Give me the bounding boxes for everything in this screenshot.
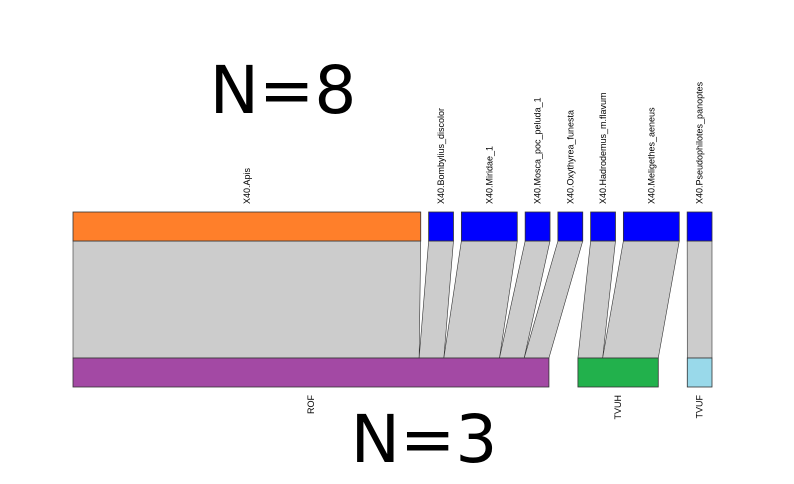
top-node-x40-pseudophilotes-panoptes	[686, 211, 713, 242]
top-node-x40-apis	[72, 211, 422, 242]
top-node-label: X40.Apis	[242, 167, 252, 204]
top-node-x40-miridae-1	[460, 211, 518, 242]
top-level-count-title: N=8	[210, 52, 357, 129]
bottom-node-label: TVUF	[695, 395, 705, 419]
top-node-x40-hadrodemus-m-flavum	[590, 211, 616, 242]
top-node-x40-bombylius-discolor	[428, 211, 454, 242]
links-layer	[72, 240, 713, 359]
bottom-node-label: ROF	[306, 395, 316, 415]
bottom-node-label: TVUH	[613, 395, 623, 420]
bottom-level-count-title: N=3	[351, 401, 498, 478]
bottom-node-tvuh	[577, 357, 659, 388]
nodes-layer	[72, 211, 713, 388]
bottom-node-rof	[72, 357, 550, 388]
link-x40-apis-to-rof	[72, 240, 422, 359]
top-node-label: X40.Miridae_1	[484, 146, 494, 204]
link-x40-pseudophilotes-panoptes-to-tvuf	[686, 240, 713, 359]
top-node-label: X40.Oxythyrea_funesta	[565, 110, 575, 204]
link-x40-meligethes-aeneus-to-tvuh	[602, 240, 680, 359]
top-node-x40-meligethes-aeneus	[622, 211, 680, 242]
top-node-label: X40.Meligethes_aeneus	[646, 107, 656, 204]
top-node-label: X40.Bombylius_discolor	[436, 108, 446, 204]
top-node-x40-mosca-poc-peluda-1	[524, 211, 551, 242]
labels-layer: X40.Apis X40.Bombylius_discolor X40.Mirida…	[242, 81, 705, 419]
top-node-x40-oxythyrea-funesta	[557, 211, 584, 242]
top-node-label: X40.Mosca_poc_peluda_1	[533, 97, 543, 204]
top-node-label: X40.Hadrodemus_m.flavum	[598, 92, 608, 204]
top-node-label: X40.Pseudophilotes_panoptes	[695, 81, 705, 204]
bottom-node-tvuf	[686, 357, 713, 388]
